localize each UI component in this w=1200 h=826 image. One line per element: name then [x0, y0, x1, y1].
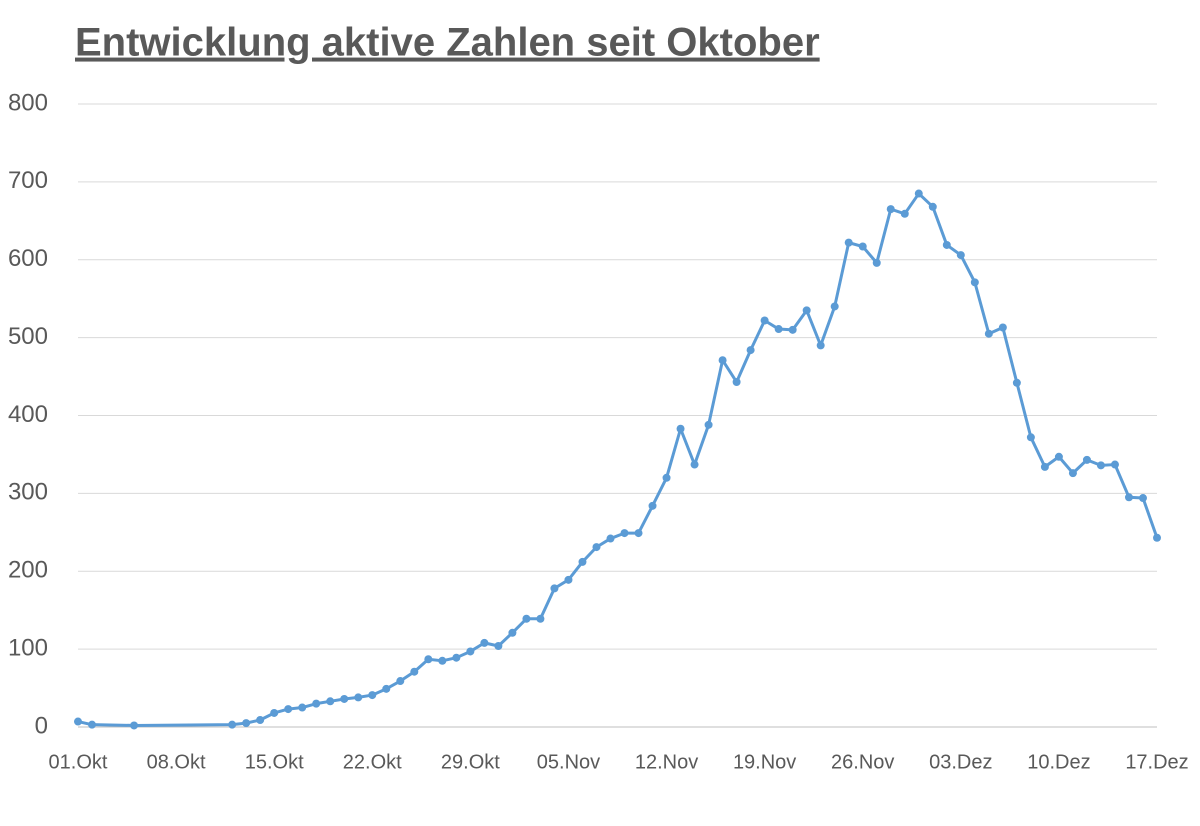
data-point [256, 715, 265, 724]
data-point [928, 202, 937, 211]
data-point [900, 209, 909, 218]
y-tick-label: 500 [8, 323, 48, 350]
y-tick-label: 400 [8, 401, 48, 428]
data-point [788, 325, 797, 334]
data-point [746, 346, 755, 355]
data-point [1124, 493, 1133, 502]
data-point [984, 329, 993, 338]
y-tick-label: 300 [8, 479, 48, 506]
x-tick-label: 19.Nov [733, 751, 796, 773]
data-point [550, 584, 559, 593]
y-tick-label: 800 [8, 89, 48, 116]
data-point [1040, 462, 1049, 471]
data-point [480, 638, 489, 647]
data-point [760, 316, 769, 325]
data-point [914, 189, 923, 198]
data-point [802, 306, 811, 315]
data-point [704, 420, 713, 429]
data-point [130, 721, 139, 730]
y-tick-label: 600 [8, 245, 48, 272]
data-point [1082, 455, 1091, 464]
data-point [1138, 494, 1147, 503]
data-point [1153, 533, 1161, 542]
data-point [284, 705, 293, 714]
data-point [592, 543, 601, 552]
data-point [1096, 461, 1105, 470]
data-point [438, 656, 447, 665]
x-tick-label: 05.Nov [537, 751, 600, 773]
x-tick-label: 12.Nov [635, 751, 698, 773]
x-tick-label: 03.Dez [929, 751, 992, 773]
data-point [396, 677, 405, 686]
y-tick-label: 200 [8, 557, 48, 584]
data-point [676, 424, 685, 433]
y-tick-label: 100 [8, 634, 48, 661]
data-point [88, 720, 97, 729]
data-point [522, 614, 531, 623]
y-tick-label: 700 [8, 167, 48, 194]
data-point [774, 325, 783, 334]
data-point [1054, 452, 1063, 461]
data-point [466, 647, 475, 656]
data-point [942, 240, 951, 249]
data-point [732, 378, 741, 387]
x-tick-label: 01.Okt [49, 751, 108, 773]
x-tick-label: 08.Okt [147, 751, 206, 773]
data-point [1110, 460, 1119, 469]
data-point [74, 717, 82, 726]
data-point [998, 323, 1007, 332]
data-point [494, 642, 503, 651]
data-point [564, 575, 573, 584]
y-tick-label: 0 [35, 712, 48, 739]
data-point [536, 614, 545, 623]
line [77, 192, 1159, 727]
chart-title: Entwicklung aktive Zahlen seit Oktober [75, 21, 820, 65]
data-point [886, 205, 895, 214]
data-point [368, 691, 377, 700]
data-point [620, 529, 629, 538]
data-point [424, 655, 433, 664]
data-point [816, 341, 825, 350]
data-point [872, 258, 881, 267]
x-tick-label: 29.Okt [441, 751, 500, 773]
data-point [662, 473, 671, 482]
data-point [956, 251, 965, 260]
data-point [718, 356, 727, 365]
x-tick-label: 22.Okt [343, 751, 402, 773]
data-point [844, 238, 853, 247]
data-point [312, 699, 321, 708]
data-point [382, 684, 391, 693]
data-point [1012, 378, 1021, 387]
data-point [340, 694, 349, 703]
data-point [606, 534, 615, 543]
data-point [508, 628, 517, 637]
x-tick-label: 17.Dez [1125, 751, 1188, 773]
x-tick-label: 15.Okt [245, 751, 304, 773]
data-point [326, 697, 335, 706]
data-point [452, 653, 461, 662]
data-point [578, 557, 587, 566]
data-point [1068, 469, 1077, 478]
x-tick-label: 10.Dez [1027, 751, 1090, 773]
data-point [270, 708, 279, 717]
data-point [634, 529, 643, 538]
data-point [970, 278, 979, 287]
data-point [228, 720, 237, 729]
data-point [858, 242, 867, 251]
data-point [830, 302, 839, 311]
data-point [648, 501, 657, 510]
data-point [1026, 433, 1035, 442]
data-point [690, 460, 699, 469]
data-point [242, 719, 251, 728]
x-tick-label: 26.Nov [831, 751, 894, 773]
data-point [298, 703, 307, 712]
data-point [410, 667, 419, 676]
data-point [354, 693, 363, 702]
